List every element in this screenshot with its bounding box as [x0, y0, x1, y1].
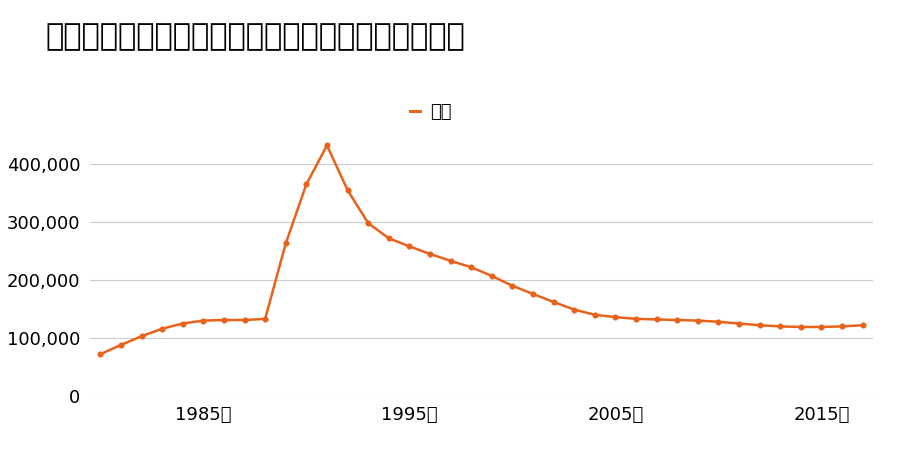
Text: 千葉県八千代市勝田台７丁目２０番１４の地価推移: 千葉県八千代市勝田台７丁目２０番１４の地価推移 — [45, 22, 464, 51]
Text: 価格: 価格 — [430, 103, 452, 121]
FancyBboxPatch shape — [410, 110, 422, 113]
